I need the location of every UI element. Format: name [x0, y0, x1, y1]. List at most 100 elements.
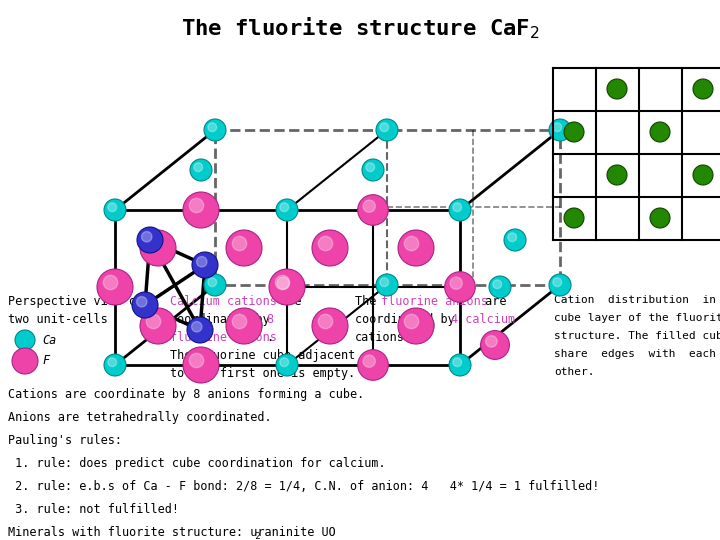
Circle shape: [318, 237, 333, 251]
Circle shape: [363, 200, 375, 212]
Circle shape: [271, 272, 302, 302]
Text: are: are: [273, 295, 302, 308]
Circle shape: [240, 314, 262, 336]
Circle shape: [15, 330, 35, 350]
Circle shape: [453, 358, 462, 367]
Text: Anions are tetrahedrally coordinated.: Anions are tetrahedrally coordinated.: [8, 411, 271, 424]
Circle shape: [276, 199, 298, 221]
Circle shape: [208, 123, 217, 132]
Circle shape: [318, 314, 333, 329]
Text: to the first one is empty.: to the first one is empty.: [170, 367, 355, 380]
Circle shape: [280, 358, 289, 367]
Circle shape: [508, 233, 517, 241]
Text: fluorine anions: fluorine anions: [381, 295, 488, 308]
Circle shape: [449, 199, 471, 221]
Circle shape: [189, 198, 204, 213]
Circle shape: [104, 354, 126, 376]
Text: 3. rule: not fulfilled!: 3. rule: not fulfilled!: [8, 503, 179, 516]
Circle shape: [204, 274, 226, 296]
Circle shape: [277, 277, 289, 289]
Circle shape: [276, 354, 298, 376]
Circle shape: [363, 355, 375, 367]
Circle shape: [376, 119, 398, 141]
Text: are: are: [478, 295, 506, 308]
Text: cations.: cations.: [355, 331, 412, 344]
Circle shape: [137, 296, 147, 307]
Circle shape: [183, 347, 219, 383]
Circle shape: [504, 229, 526, 251]
Circle shape: [208, 278, 217, 287]
Text: two unit-cells: two unit-cells: [8, 313, 108, 326]
Circle shape: [398, 230, 434, 266]
Circle shape: [226, 230, 262, 266]
Circle shape: [553, 123, 562, 132]
Text: The fluorite structure CaF$_2$: The fluorite structure CaF$_2$: [181, 15, 539, 41]
Circle shape: [650, 208, 670, 228]
Circle shape: [489, 276, 511, 298]
Text: 4 calcium: 4 calcium: [451, 313, 515, 326]
Circle shape: [103, 275, 117, 289]
Circle shape: [607, 165, 627, 185]
Circle shape: [358, 195, 388, 225]
Circle shape: [564, 208, 584, 228]
Text: The: The: [355, 295, 384, 308]
Circle shape: [192, 252, 218, 278]
Text: coordinated by: coordinated by: [355, 313, 462, 326]
Text: Pauling's rules:: Pauling's rules:: [8, 434, 122, 447]
Circle shape: [233, 314, 247, 329]
Circle shape: [398, 308, 434, 344]
Circle shape: [366, 163, 374, 172]
Circle shape: [226, 308, 262, 344]
Text: Minerals with fluorite structure: uraninite UO: Minerals with fluorite structure: uranin…: [8, 526, 336, 539]
Circle shape: [140, 308, 176, 344]
Circle shape: [376, 274, 398, 296]
Text: .: .: [266, 331, 273, 344]
Text: structure. The filled cubes: structure. The filled cubes: [554, 331, 720, 341]
Circle shape: [564, 122, 584, 142]
Circle shape: [553, 278, 562, 287]
Circle shape: [132, 292, 158, 318]
Circle shape: [189, 353, 204, 368]
Circle shape: [493, 280, 502, 289]
Circle shape: [146, 237, 161, 251]
Text: Ca: Ca: [42, 334, 56, 347]
Circle shape: [607, 79, 627, 99]
Circle shape: [412, 314, 434, 336]
Circle shape: [312, 230, 348, 266]
Circle shape: [137, 227, 163, 253]
Text: F: F: [42, 354, 49, 368]
Text: 2. rule: e.b.s of Ca - F bond: 2/8 = 1/4, C.N. of anion: 4   4* 1/4 = 1 fulfille: 2. rule: e.b.s of Ca - F bond: 2/8 = 1/4…: [8, 480, 599, 493]
Circle shape: [146, 314, 161, 329]
Circle shape: [693, 79, 713, 99]
Circle shape: [275, 275, 289, 289]
Circle shape: [445, 272, 475, 302]
Text: The fluorine cube adjacent: The fluorine cube adjacent: [170, 349, 355, 362]
Text: share  edges  with  each: share edges with each: [554, 349, 716, 359]
Circle shape: [453, 203, 462, 212]
Circle shape: [269, 269, 305, 305]
Text: 2: 2: [8, 532, 261, 540]
Circle shape: [233, 237, 247, 251]
Circle shape: [549, 274, 571, 296]
Text: Perspective view of: Perspective view of: [8, 295, 143, 308]
Circle shape: [405, 314, 419, 329]
Circle shape: [380, 278, 389, 287]
Text: Cation  distribution  in  a: Cation distribution in a: [554, 295, 720, 305]
Circle shape: [362, 159, 384, 181]
Text: coordinated by: coordinated by: [170, 313, 277, 326]
Circle shape: [244, 318, 253, 327]
Text: fluorine anions: fluorine anions: [170, 331, 277, 344]
Circle shape: [650, 122, 670, 142]
Circle shape: [142, 232, 152, 242]
Circle shape: [108, 358, 117, 367]
Text: cube layer of the fluorite: cube layer of the fluorite: [554, 313, 720, 323]
Circle shape: [280, 203, 289, 212]
Circle shape: [197, 256, 207, 267]
Circle shape: [187, 317, 213, 343]
Circle shape: [450, 277, 462, 289]
Text: Calcium cations: Calcium cations: [170, 295, 277, 308]
Circle shape: [549, 119, 571, 141]
Circle shape: [108, 203, 117, 212]
Circle shape: [312, 308, 348, 344]
Circle shape: [194, 163, 202, 172]
